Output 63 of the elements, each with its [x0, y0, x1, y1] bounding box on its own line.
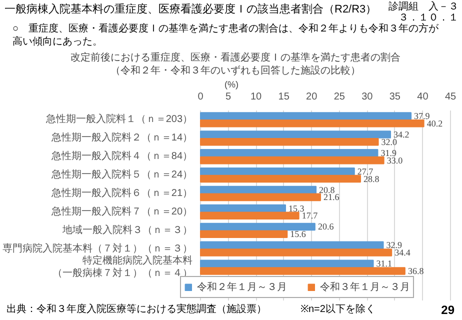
text: 29 [441, 303, 455, 317]
bar [200, 130, 391, 138]
y-tick-label: 急性期一般入院料６（ｎ＝21） [50, 187, 192, 200]
data-label: 15.3 [288, 203, 305, 214]
bar [200, 193, 321, 202]
legend-label: 令和３年１月～３月 [320, 280, 410, 294]
data-label: 15.6 [290, 229, 306, 240]
data-label: 17.7 [302, 210, 318, 221]
bar [200, 149, 378, 157]
x-tick-label: 20 [306, 92, 318, 102]
data-label: 27.7 [357, 166, 374, 176]
bar [200, 156, 384, 164]
x-tick-label: 45 [444, 92, 456, 102]
bar [200, 112, 412, 120]
bar [200, 230, 288, 238]
x-tick-label: 5 [225, 92, 232, 102]
data-label: 33.0 [386, 155, 404, 166]
data-label: 32.0 [381, 136, 398, 147]
x-tick-label: 10 [250, 92, 262, 102]
data-label: 31.1 [376, 258, 392, 269]
bar [200, 241, 384, 250]
text: 一般病棟入院基本料の重症度、医療看護必要度Ｉの該当患者割合（R2/R3） [4, 2, 377, 16]
legend-label: 令和２年１月～３月 [197, 280, 287, 294]
x-tick-label: 30 [362, 92, 374, 102]
text: ３．１０．１ [398, 12, 458, 24]
data-label: 34.2 [394, 129, 410, 140]
source-note: 出典：令和３年度入院医療等における実態調査（施設票） [6, 303, 266, 315]
bar [200, 138, 379, 146]
bar [200, 248, 392, 256]
text: 診調組 入－３ [388, 0, 458, 12]
y-tick-label: 急性期一般入院料５（ｎ＝24） [50, 168, 192, 181]
bar [200, 167, 355, 176]
y-tick-label: 急性期一般入院料１（ｎ＝203） [44, 113, 193, 126]
y-tick-label: 地域一般入院料３（ｎ＝３） [62, 224, 192, 236]
x-tick-label: 0 [198, 92, 204, 102]
data-label: 28.8 [364, 174, 380, 184]
bar [200, 174, 361, 183]
x-tick-label: 40 [417, 92, 429, 102]
y-tick-label: 急性期一般入院料４（ｎ＝84） [50, 150, 192, 162]
bar [200, 186, 317, 194]
x-tick-label: 15 [278, 92, 290, 102]
data-label: 21.6 [324, 192, 340, 202]
data-label: 20.8 [319, 184, 336, 195]
y-tick-label: 急性期一般入院料７（ｎ＝20） [50, 205, 192, 218]
y-tick-label: 急性期一般入院料２（ｎ＝14） [50, 132, 192, 144]
data-label: 31.9 [380, 148, 397, 158]
bar [200, 212, 300, 220]
text: ※n=2以下を除く [300, 303, 376, 315]
x-tick-label: 35 [389, 92, 401, 102]
data-label: 32.9 [386, 240, 403, 250]
data-label: 36.8 [408, 266, 424, 276]
chart-subtitle: （令和２年・令和３年のいずれも回答した施設の比較） [110, 64, 360, 76]
y-tick-label: 専門病院入院基本料（７対１）（ｎ＝３） [2, 242, 192, 254]
bar [200, 260, 374, 268]
data-label: 20.6 [318, 222, 334, 232]
text: ○ 重症度、医療・看護必要度Ｉの基準を満たす患者の割合は、令和２年よりも令和３年の方が高い傾向にあった。 [12, 22, 440, 48]
data-label: 34.4 [394, 248, 411, 258]
bar [200, 204, 286, 212]
x-axis-title: (%) [224, 80, 238, 90]
chart-title: 改定前後における重症度、医療・看護必要度Ｉの基準を満たす患者の割合 [70, 52, 400, 64]
bar [200, 120, 424, 128]
bar [200, 222, 316, 231]
x-tick-label: 25 [334, 92, 346, 102]
